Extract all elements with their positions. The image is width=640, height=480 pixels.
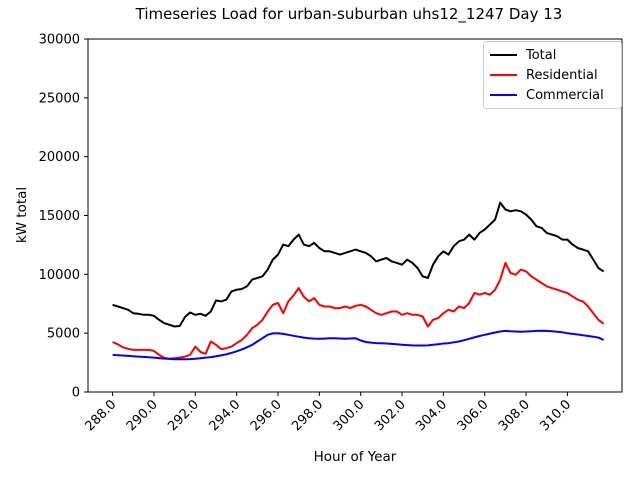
y-tick-label: 15000 [39, 209, 80, 224]
x-tick-label: 300.0 [331, 397, 368, 434]
total-line-icon [490, 53, 517, 57]
series-line-total [112, 201, 605, 328]
x-tick-label: 306.0 [455, 397, 492, 434]
legend-entry-total: Total [490, 48, 615, 63]
legend-label-residential: Residential [526, 67, 598, 83]
legend-entry-commercial: Commercial [490, 88, 615, 103]
residential-line-icon [490, 73, 517, 77]
legend-label-total: Total [526, 47, 557, 63]
series-line-commercial [112, 329, 605, 361]
legend-entry-residential: Residential [490, 68, 615, 83]
y-tick-label: 5000 [47, 327, 80, 342]
x-tick-label: 288.0 [83, 397, 120, 434]
y-tick-label: 0 [72, 386, 80, 401]
x-tick-label: 294.0 [207, 397, 244, 434]
x-tick-label: 290.0 [124, 397, 161, 434]
x-tick-label: 310.0 [537, 397, 574, 434]
x-tick-label: 298.0 [289, 397, 326, 434]
x-tick-label: 304.0 [413, 397, 450, 434]
series-line-residential [112, 261, 605, 360]
y-tick-label: 30000 [39, 33, 80, 48]
y-axis-label: kW total [14, 186, 30, 244]
x-tick-label: 292.0 [165, 397, 202, 434]
y-tick-label: 25000 [39, 91, 80, 106]
x-tick-label: 308.0 [496, 397, 533, 434]
x-axis-label: Hour of Year [313, 449, 397, 465]
legend: Total Residential Commercial [483, 41, 622, 109]
x-tick-label: 296.0 [248, 397, 285, 434]
legend-label-commercial: Commercial [526, 87, 604, 103]
plot-area [87, 38, 623, 393]
y-tick-label: 20000 [39, 150, 80, 165]
chart-title: Timeseries Load for urban-suburban uhs12… [135, 5, 563, 23]
x-tick-label: 302.0 [372, 397, 409, 434]
commercial-line-icon [490, 93, 517, 97]
y-tick-label: 10000 [39, 268, 80, 283]
